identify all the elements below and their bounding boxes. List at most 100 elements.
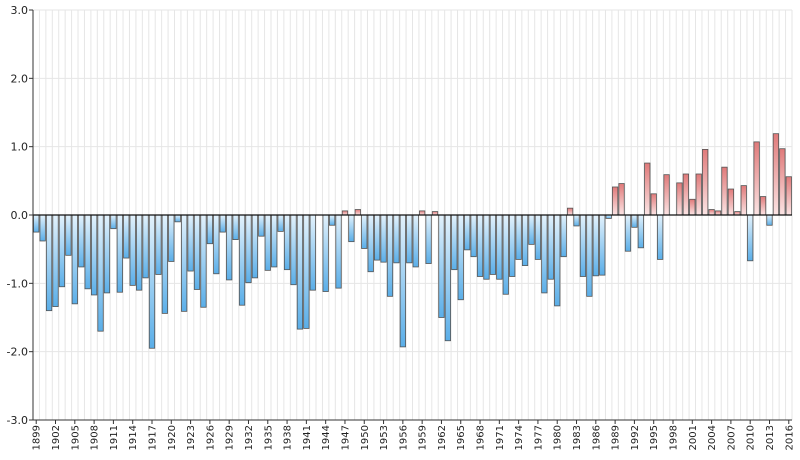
bar-1934: [258, 214, 265, 237]
bar-1968: [476, 214, 484, 277]
bar-1976: [528, 214, 535, 245]
bar-1903: [58, 214, 66, 288]
bar-1975: [521, 214, 529, 266]
x-tick-label: 1920: [167, 425, 178, 450]
bar-1940: [296, 214, 304, 330]
bar-1972: [502, 214, 509, 295]
bar-1899: [33, 214, 40, 233]
bar-1907: [84, 214, 91, 290]
bar-1932: [245, 214, 252, 284]
bar-1991: [624, 214, 632, 252]
bar-1964: [451, 214, 458, 271]
bar-2002: [695, 173, 702, 216]
bar-series: [33, 133, 792, 349]
x-tick-label: 2010: [746, 425, 757, 450]
x-tick-label: 1983: [572, 425, 583, 450]
bar-1927: [213, 214, 220, 275]
x-tick-label: 1968: [476, 425, 487, 450]
bar-1929: [226, 214, 233, 281]
bar-1951: [367, 214, 374, 273]
x-tick-label: 1962: [437, 425, 448, 450]
bar-1915: [136, 214, 143, 291]
bar-1958: [412, 214, 419, 268]
y-tick-label: 2.0: [11, 72, 29, 85]
axes: [29, 9, 792, 424]
x-tick-label: 1950: [360, 425, 371, 450]
x-tick-label: 1989: [611, 425, 622, 450]
x-tick-label: 1911: [109, 425, 120, 450]
bar-1901: [45, 214, 53, 312]
bar-1945: [328, 214, 336, 226]
y-tick-label: 0.0: [11, 209, 29, 222]
x-tick-label: 1959: [418, 425, 429, 450]
x-tick-label: 1992: [630, 425, 641, 450]
bar-1938: [283, 214, 291, 271]
x-tick-label: 2004: [707, 425, 718, 450]
y-tick-label: -3.0: [7, 414, 28, 427]
bar-1935: [264, 214, 271, 271]
bar-1995: [650, 193, 657, 216]
bar-1963: [444, 214, 451, 342]
bar-2013: [766, 214, 773, 226]
bar-1989: [611, 186, 619, 216]
y-tick-label: -1.0: [7, 277, 28, 290]
bar-2011: [753, 141, 760, 216]
bar-1925: [200, 214, 207, 308]
bar-1960: [425, 214, 432, 264]
bar-2016: [785, 176, 792, 216]
bar-1986: [592, 214, 599, 277]
bar-1908: [90, 214, 98, 296]
bar-1941: [303, 214, 310, 329]
bar-1918: [155, 214, 162, 275]
y-tick-label: -2.0: [7, 346, 28, 359]
bar-1931: [238, 214, 246, 306]
bar-1953: [380, 214, 387, 263]
bar-1920: [168, 214, 175, 262]
x-tick-label: 1980: [553, 425, 564, 450]
bar-1924: [193, 214, 201, 290]
x-tick-label: 1899: [32, 425, 43, 450]
x-tick-label: 1905: [70, 425, 81, 450]
x-tick-label: 1953: [379, 425, 390, 450]
bar-1946: [335, 214, 342, 289]
bar-1944: [322, 214, 329, 292]
bar-1928: [219, 214, 226, 233]
bar-1954: [386, 214, 394, 297]
bar-2003: [702, 148, 709, 216]
x-tick-label: 1956: [398, 425, 409, 450]
x-tick-label: 1902: [51, 425, 62, 450]
bar-1977: [534, 214, 542, 260]
y-tick-labels: 3.0 2.0 1.0 0.0 -1.0 -2.0 -3.0: [7, 4, 28, 427]
bar-1959: [419, 210, 426, 216]
bar-1996: [657, 214, 664, 260]
bar-1985: [586, 214, 593, 297]
bar-1966: [464, 214, 471, 251]
x-tick-label: 1929: [225, 425, 236, 450]
x-tick-label: 2016: [784, 425, 795, 450]
bar-1952: [374, 214, 381, 261]
x-tick-labels: 1899 1902 1905 1908 1911 1914 1917 1920 1923 1926…: [32, 425, 796, 450]
x-tick-label: 1923: [186, 425, 197, 450]
bar-1982: [566, 207, 574, 216]
bar-1900: [39, 214, 46, 242]
bar-1911: [110, 214, 117, 230]
bar-1906: [78, 214, 85, 268]
bar-2001: [689, 198, 696, 216]
x-tick-label: 1977: [533, 425, 544, 450]
bar-1947: [341, 210, 349, 216]
bar-1969: [483, 214, 490, 280]
bar-2006: [721, 166, 728, 216]
bar-1993: [637, 214, 644, 249]
bar-1936: [271, 214, 278, 268]
bar-2000: [682, 173, 689, 216]
x-tick-label: 1941: [302, 425, 313, 450]
bar-1904: [65, 214, 72, 256]
bar-1937: [277, 214, 284, 232]
bar-1957: [406, 214, 413, 264]
x-tick-label: 1974: [514, 425, 525, 450]
x-tick-label: 2001: [688, 425, 699, 450]
bar-2015: [779, 148, 786, 216]
bar-2014: [772, 133, 780, 216]
x-tick-label: 1995: [649, 425, 660, 450]
bar-1990: [618, 183, 625, 216]
